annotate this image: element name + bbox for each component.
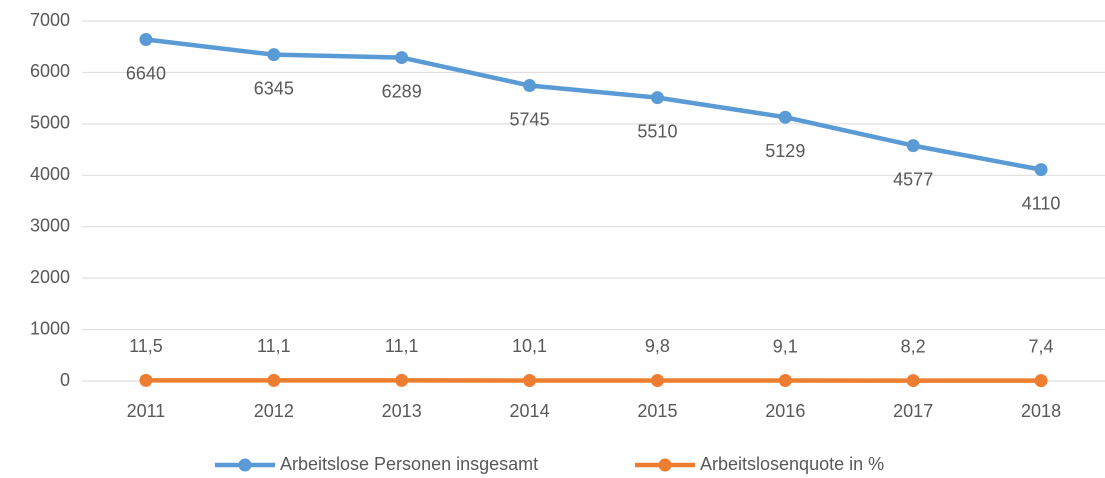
y-tick-label: 4000 — [30, 164, 70, 184]
y-tick-label: 1000 — [30, 318, 70, 338]
y-tick-label: 0 — [60, 370, 70, 390]
y-tick-label: 3000 — [30, 215, 70, 235]
data-label: 8,2 — [901, 336, 926, 356]
y-tick-label: 7000 — [30, 10, 70, 30]
y-tick-label: 5000 — [30, 113, 70, 133]
series-line — [145, 37, 1042, 172]
series-marker — [650, 373, 664, 387]
x-tick-label: 2016 — [765, 401, 805, 421]
data-label: 11,1 — [257, 336, 291, 356]
data-label: 11,1 — [385, 336, 419, 356]
data-label: 5745 — [510, 109, 550, 129]
data-label: 5510 — [637, 121, 677, 141]
series-marker — [650, 91, 664, 105]
data-label: 5129 — [765, 141, 805, 161]
legend-marker — [658, 458, 672, 472]
data-label: 6345 — [254, 78, 294, 98]
series-marker — [778, 110, 792, 124]
data-label: 10,1 — [512, 336, 547, 356]
x-tick-label: 2013 — [382, 401, 422, 421]
series-marker — [139, 373, 153, 387]
series-marker — [267, 48, 281, 62]
series-marker — [906, 139, 920, 153]
x-tick-label: 2012 — [254, 401, 294, 421]
legend-marker — [238, 458, 252, 472]
y-tick-label: 6000 — [30, 61, 70, 81]
data-label: 7,4 — [1029, 336, 1054, 356]
x-tick-label: 2014 — [510, 401, 550, 421]
series-marker — [395, 51, 409, 65]
data-label: 6640 — [126, 63, 166, 83]
data-label: 9,1 — [773, 336, 798, 356]
legend-label: Arbeitslosenquote in % — [700, 454, 884, 474]
legend-label: Arbeitslose Personen insgesamt — [280, 454, 538, 474]
series-marker — [395, 373, 409, 387]
data-label: 6289 — [382, 81, 422, 101]
series-marker — [1034, 374, 1048, 388]
data-label: 9,8 — [645, 336, 670, 356]
x-tick-label: 2015 — [637, 401, 677, 421]
y-tick-label: 2000 — [30, 267, 70, 287]
data-label: 11,5 — [129, 336, 163, 356]
x-tick-label: 2011 — [127, 401, 166, 421]
x-tick-label: 2017 — [893, 401, 933, 421]
series-marker — [906, 374, 920, 388]
series-marker — [523, 373, 537, 387]
data-label: 4110 — [1022, 193, 1061, 213]
series-marker — [1034, 163, 1048, 177]
series-marker — [267, 373, 281, 387]
x-tick-label: 2018 — [1021, 401, 1061, 421]
series-marker — [139, 33, 153, 47]
data-label: 4577 — [893, 169, 933, 189]
series-marker — [778, 374, 792, 388]
series-marker — [523, 79, 537, 93]
